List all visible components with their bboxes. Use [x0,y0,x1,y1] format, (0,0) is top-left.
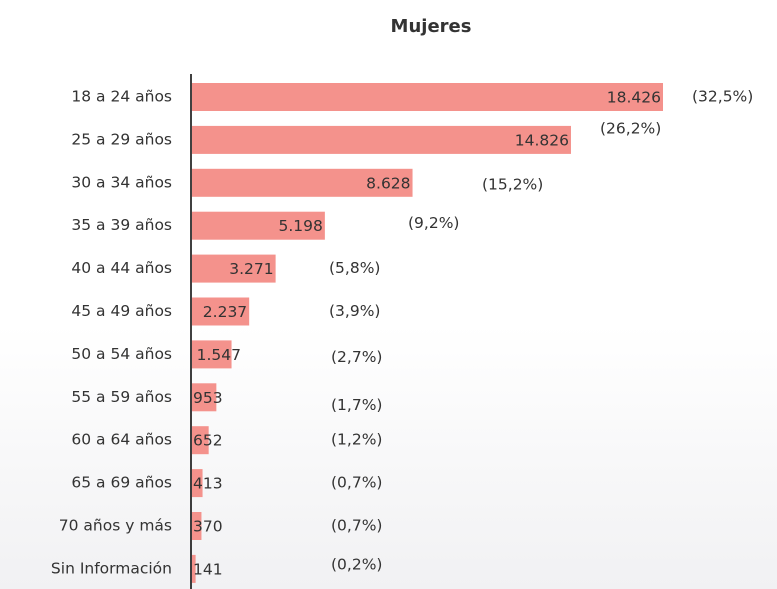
value-label: 652 [193,432,223,450]
bar [192,554,196,583]
share-label: (32,5%) [692,88,753,106]
value-label: 953 [193,389,223,407]
y-tick-label: 65 a 69 años [71,474,172,492]
bar [192,383,217,412]
bar [192,83,663,111]
value-label: 3.271 [229,260,273,278]
value-label: 8.628 [366,174,410,192]
bar [192,469,203,498]
bar [192,211,325,240]
value-label: 14.826 [515,131,569,149]
value-label: 2.237 [203,303,247,321]
share-label: (15,2%) [482,175,543,193]
bar [192,125,571,154]
share-label: (5,8%) [329,259,380,277]
share-label: (0,7%) [331,474,382,492]
bar [192,168,413,197]
y-tick-label: 40 a 44 años [71,259,172,277]
bar [192,297,250,326]
share-label: (1,2%) [331,431,382,449]
y-tick-label: 60 a 64 años [71,431,172,449]
y-tick-label: 30 a 34 años [71,173,172,191]
bar [192,254,276,283]
bar [192,340,232,369]
y-tick-label: Sin Información [51,559,172,577]
y-tick-label: 70 años y más [59,517,172,535]
y-tick-label: 55 a 59 años [71,388,172,406]
value-label: 141 [193,560,223,578]
share-label: (3,9%) [329,302,380,320]
bar [192,426,209,455]
share-label: (0,2%) [331,555,382,573]
share-label: (26,2%) [600,119,661,137]
y-tick-label: 45 a 49 años [71,302,172,320]
value-label: 370 [193,518,223,536]
value-label: 5.198 [278,217,322,235]
value-label: 413 [193,475,223,493]
share-label: (1,7%) [331,396,382,414]
bar [192,512,202,540]
y-tick-label: 25 a 29 años [71,130,172,148]
share-label: (9,2%) [408,214,459,232]
value-label: 1.547 [197,346,241,364]
y-tick-label: 50 a 54 años [71,345,172,363]
chart-title: Mujeres [391,16,472,37]
y-tick-label: 18 a 24 años [71,88,172,106]
y-tick-label: 35 a 39 años [71,216,172,234]
share-label: (2,7%) [331,348,382,366]
share-label: (0,7%) [331,517,382,535]
value-label: 18.426 [607,89,661,107]
